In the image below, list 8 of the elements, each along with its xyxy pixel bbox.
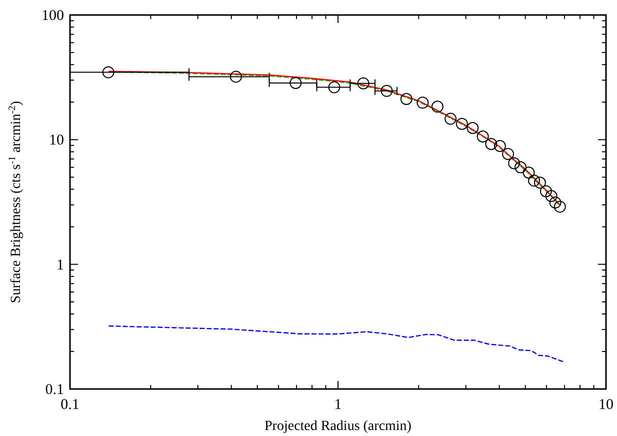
y-tick-label: 0.1 — [45, 382, 64, 398]
y-tick-label: 1 — [56, 257, 64, 274]
x-axis-title: Projected Radius (arcmin) — [264, 419, 412, 434]
x-tick-label: 10 — [598, 397, 614, 413]
y-tick-label: 100 — [42, 8, 64, 24]
x-tick-label: 1 — [334, 397, 342, 413]
x-tick-label: 0.1 — [60, 397, 80, 413]
y-tick-label: 10 — [49, 132, 64, 149]
